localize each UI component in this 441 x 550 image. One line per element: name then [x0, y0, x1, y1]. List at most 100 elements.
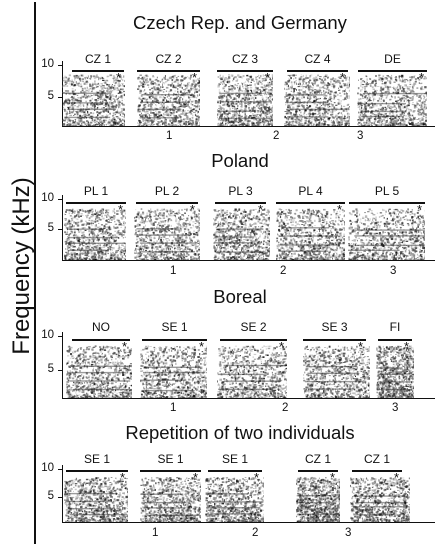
y-tick-label: 5 — [47, 363, 54, 375]
spectrogram-segment — [296, 476, 340, 522]
segment-end-marker: * — [265, 70, 271, 85]
y-tick-mark — [58, 336, 62, 337]
segment-end-marker: * — [118, 202, 124, 217]
segment-bracket-line — [136, 202, 198, 204]
segment-end-marker: * — [199, 339, 205, 354]
time-tick-label: 2 — [282, 402, 289, 414]
segment-label: CZ 4 — [304, 52, 331, 66]
y-tick-mark — [58, 199, 62, 200]
segment-label: CZ 3 — [231, 52, 258, 66]
y-tick-mark — [58, 370, 62, 371]
segment-end-marker: * — [258, 202, 264, 217]
segment-end-marker: * — [190, 202, 196, 217]
y-tick-label: 5 — [47, 490, 54, 502]
spectrogram-segment — [217, 345, 287, 398]
segment-bracket-line — [352, 470, 402, 472]
y-tick-mark — [58, 469, 62, 470]
segment-bracket-line — [298, 470, 338, 472]
segment-label: PL 3 — [228, 184, 253, 198]
spectrogram-segment — [140, 345, 207, 398]
segment-end-marker: * — [358, 339, 364, 354]
y-tick-label: 5 — [47, 90, 54, 102]
time-tick-label: 3 — [390, 265, 397, 277]
segment-end-marker: * — [192, 70, 198, 85]
panel-axes — [62, 61, 435, 127]
segment-end-marker: * — [340, 70, 346, 85]
y-axis-line — [34, 2, 36, 544]
segment-label: CZ 2 — [155, 52, 182, 66]
y-tick-label: 10 — [41, 192, 54, 204]
panel-axes — [62, 195, 435, 261]
y-tick-mark — [58, 229, 62, 230]
spectrogram-segment — [64, 208, 126, 260]
panel-title: Repetition of two individuals — [125, 422, 355, 443]
spectrogram-segment — [350, 476, 410, 522]
segment-label: DE — [384, 52, 401, 66]
segment-bracket-line — [72, 339, 130, 341]
segment-label: CZ 1 — [363, 452, 390, 466]
time-tick-label: 2 — [252, 527, 259, 539]
y-tick-mark — [58, 97, 62, 98]
time-tick-label: 1 — [170, 402, 177, 414]
time-tick-label: 1 — [170, 265, 177, 277]
spectrogram-segment — [140, 477, 201, 522]
segment-bracket-line — [349, 202, 425, 204]
y-tick-label: 5 — [47, 222, 54, 234]
spectrogram-segment — [62, 74, 125, 126]
segment-label: NO — [92, 320, 110, 334]
panel-title: Boreal — [213, 286, 267, 307]
segment-label: SE 2 — [240, 320, 267, 334]
time-tick-label: 3 — [392, 402, 399, 414]
segment-bracket-line — [140, 470, 201, 472]
segment-bracket-line — [276, 202, 345, 204]
segment-label: SE 1 — [221, 452, 248, 466]
segment-end-marker: * — [116, 70, 122, 85]
segment-end-marker: * — [254, 470, 260, 485]
y-tick-label: 10 — [41, 329, 54, 341]
segment-label: PL 1 — [83, 184, 109, 198]
segment-end-marker: * — [404, 339, 410, 354]
spectrogram-segment — [66, 345, 132, 398]
segment-end-marker: * — [193, 470, 199, 485]
segment-label: CZ 1 — [84, 52, 111, 66]
spectrogram-segment — [303, 345, 370, 398]
segment-bracket-line — [66, 470, 128, 472]
segment-label: CZ 1 — [304, 452, 331, 466]
segment-end-marker: * — [279, 339, 285, 354]
segment-label: PL 4 — [298, 184, 323, 198]
y-tick-label: 10 — [41, 462, 54, 474]
spectrogram-segment — [64, 477, 128, 522]
segment-end-marker: * — [394, 470, 400, 485]
segment-label: FI — [389, 320, 401, 334]
y-tick-mark — [58, 497, 62, 498]
spectrogram-segment — [217, 74, 273, 126]
spectrogram-segment — [284, 74, 350, 126]
spectrogram-segment — [357, 74, 427, 126]
segment-bracket-line — [217, 70, 273, 72]
panel-title: Czech Rep. and Germany — [133, 12, 347, 33]
time-tick-label: 2 — [280, 265, 287, 277]
segment-bracket-line — [72, 70, 124, 72]
segment-label: PL 2 — [154, 184, 180, 198]
spectrogram-segment — [213, 208, 270, 260]
panel-axes — [62, 465, 435, 523]
spectrogram-segment — [348, 208, 425, 260]
time-tick-label: 3 — [345, 527, 352, 539]
segment-bracket-line — [66, 202, 126, 204]
spectrogram-segment — [137, 74, 200, 126]
segment-label: SE 1 — [161, 320, 188, 334]
time-tick-label: 2 — [273, 130, 280, 142]
spectrogram-segment — [134, 208, 200, 260]
y-tick-mark — [58, 65, 62, 66]
segment-label: SE 3 — [321, 320, 348, 334]
segment-bracket-line — [303, 339, 366, 341]
panel-axes — [62, 332, 435, 399]
segment-label: PL 5 — [374, 184, 400, 198]
panel-title: Poland — [211, 150, 269, 171]
segment-bracket-line — [137, 70, 200, 72]
segment-bracket-line — [358, 70, 427, 72]
segment-label: SE 1 — [83, 452, 110, 466]
segment-end-marker: * — [337, 202, 343, 217]
segment-end-marker: * — [330, 470, 336, 485]
